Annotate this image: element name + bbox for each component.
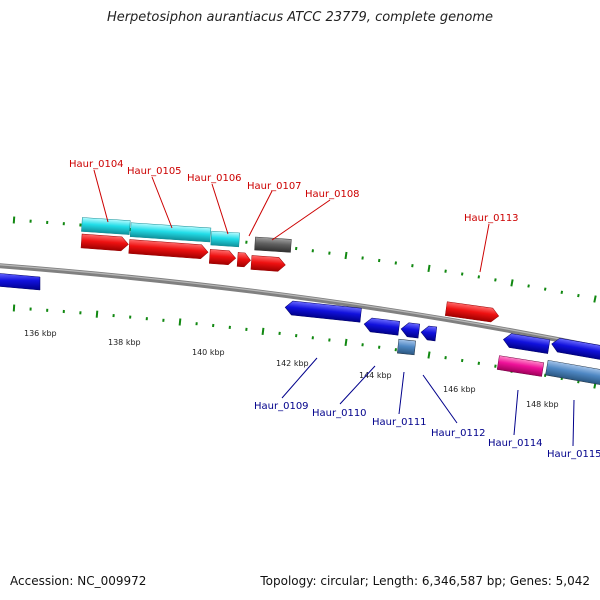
minor-tick-mark	[29, 219, 32, 223]
steelblue-feature[interactable]	[545, 359, 600, 387]
minor-tick-mark	[145, 317, 148, 321]
gene-label[interactable]: Haur_0115	[547, 449, 600, 460]
gene-label[interactable]: Haur_0112	[431, 428, 486, 439]
steelblue-feature[interactable]	[397, 338, 416, 356]
gene-label[interactable]: Haur_0106	[187, 173, 242, 184]
cds-arrow[interactable]	[236, 252, 251, 268]
minor-tick-mark	[577, 293, 580, 298]
cyan-feature[interactable]	[81, 217, 131, 235]
minor-tick-mark	[62, 222, 65, 226]
minor-tick-mark	[394, 261, 398, 265]
scale-tick-label: 148 kbp	[526, 400, 559, 409]
scale-tick-label: 146 kbp	[443, 385, 476, 394]
minor-tick-mark	[162, 318, 165, 322]
minor-tick-mark	[311, 249, 314, 253]
cds-arrow[interactable]	[550, 337, 600, 362]
minor-tick-mark	[560, 290, 564, 294]
minor-tick-mark	[129, 315, 132, 319]
minor-tick-mark	[79, 223, 82, 227]
cds-arrow[interactable]	[444, 301, 500, 323]
cds-arrow[interactable]	[363, 317, 400, 336]
minor-tick-mark	[295, 333, 298, 338]
gene-label[interactable]: Haur_0109	[254, 401, 309, 412]
minor-tick-mark	[62, 309, 65, 314]
minor-tick-mark	[361, 343, 364, 347]
minor-tick-mark	[311, 336, 314, 340]
minor-tick-mark	[527, 284, 530, 288]
cds-arrow[interactable]	[250, 255, 286, 272]
major-tick-mark	[344, 251, 348, 260]
minor-tick-mark	[212, 323, 215, 328]
gene-label[interactable]: Haur_0111	[372, 417, 427, 428]
gene-label[interactable]: Haur_0113	[464, 213, 519, 224]
gene-label[interactable]: Haur_0107	[247, 181, 302, 192]
scale-tick-label: 136 kbp	[24, 329, 57, 338]
minor-tick-mark	[543, 287, 547, 291]
gene-label[interactable]: Haur_0105	[127, 166, 182, 177]
major-tick-mark	[95, 310, 99, 318]
minor-tick-mark	[295, 246, 298, 251]
gene-label[interactable]: Haur_0108	[305, 189, 360, 200]
genome-summary: Topology: circular; Length: 6,346,587 bp…	[260, 574, 590, 588]
major-tick-mark	[178, 318, 182, 326]
minor-tick-mark	[328, 251, 331, 255]
cds-arrow[interactable]	[284, 300, 362, 323]
minor-tick-mark	[112, 314, 115, 318]
minor-tick-mark	[228, 325, 231, 330]
cyan-feature[interactable]	[210, 230, 240, 248]
major-tick-mark	[12, 304, 16, 312]
genome-backbone	[0, 263, 600, 351]
cds-arrow[interactable]	[420, 325, 438, 342]
minor-tick-mark	[444, 356, 447, 360]
minor-tick-mark	[494, 364, 497, 368]
scale-tick-label: 140 kbp	[192, 348, 225, 357]
minor-tick-mark	[377, 258, 381, 263]
minor-tick-mark	[46, 308, 49, 312]
minor-tick-mark	[46, 220, 49, 224]
cds-arrow[interactable]	[208, 249, 237, 265]
minor-tick-mark	[328, 338, 331, 342]
minor-tick-mark	[29, 307, 32, 311]
minor-tick-mark	[278, 331, 281, 336]
cds-arrow[interactable]	[400, 322, 421, 339]
minor-tick-mark	[79, 311, 82, 315]
cds-arrow[interactable]	[0, 273, 41, 291]
minor-tick-mark	[377, 345, 381, 349]
minor-tick-mark	[477, 275, 481, 279]
major-tick-mark	[12, 216, 16, 224]
minor-tick-mark	[444, 269, 447, 273]
minor-tick-mark	[245, 327, 248, 332]
major-tick-mark	[427, 264, 431, 273]
gene-label[interactable]: Haur_0114	[488, 438, 543, 449]
accession-label: Accession: NC_009972	[10, 574, 147, 588]
major-tick-mark	[593, 295, 597, 303]
map-title: Herpetosiphon aurantiacus ATCC 23779, co…	[106, 10, 494, 25]
cds-arrow[interactable]	[80, 233, 129, 252]
cds-arrow[interactable]	[502, 333, 551, 354]
major-tick-mark	[344, 338, 348, 347]
scale-tick-label: 138 kbp	[108, 338, 141, 347]
minor-tick-mark	[411, 264, 414, 268]
minor-tick-mark	[361, 256, 364, 260]
cds-arrow[interactable]	[128, 239, 209, 259]
major-tick-mark	[427, 351, 431, 359]
minor-tick-mark	[494, 278, 497, 282]
minor-tick-mark	[460, 358, 464, 363]
minor-tick-mark	[394, 348, 398, 352]
scale-tick-label: 142 kbp	[276, 359, 309, 368]
minor-tick-mark	[195, 322, 198, 326]
major-tick-mark	[261, 327, 265, 335]
minor-tick-mark	[460, 272, 464, 276]
minor-tick-mark	[245, 240, 248, 244]
gene-label[interactable]: Haur_0110	[312, 408, 367, 419]
major-tick-mark	[510, 279, 514, 287]
magenta-feature[interactable]	[496, 355, 545, 377]
gray-feature[interactable]	[254, 236, 292, 253]
gene-label[interactable]: Haur_0104	[69, 159, 124, 170]
scale-tick-label: 144 kbp	[359, 371, 392, 380]
minor-tick-mark	[477, 361, 481, 365]
